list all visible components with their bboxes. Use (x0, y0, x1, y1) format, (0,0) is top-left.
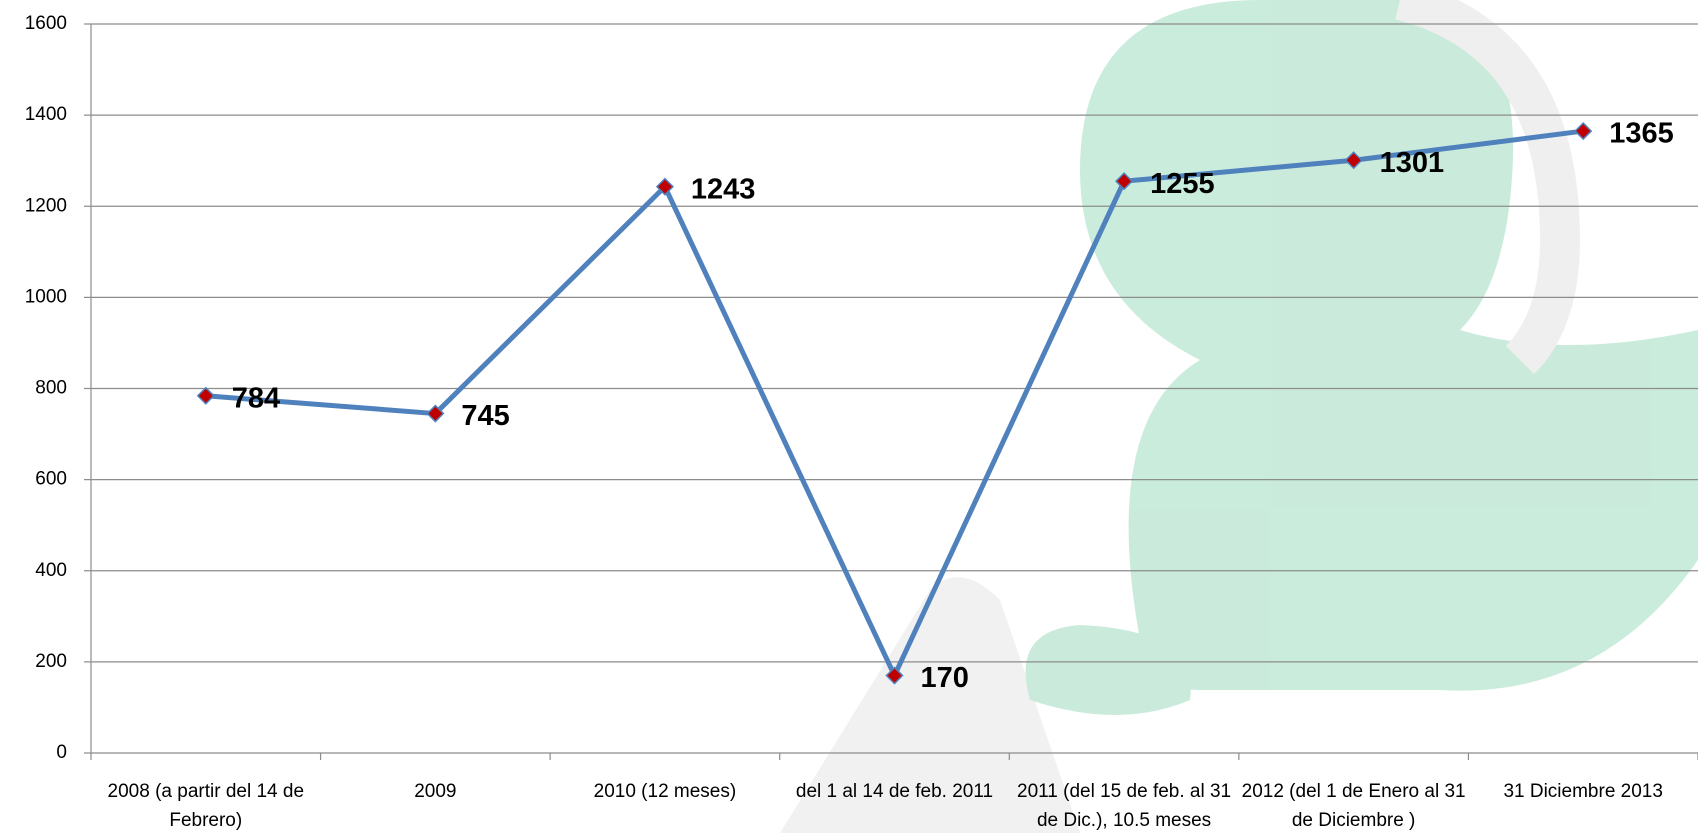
data-label: 170 (921, 662, 969, 694)
data-label: 1243 (691, 173, 756, 205)
y-tick-label: 1400 (25, 104, 67, 125)
x-tick-label: 2011 (del 15 de feb. al 31 de Dic.), 10.… (1017, 781, 1232, 831)
data-label: 745 (461, 400, 509, 432)
y-tick-label: 1200 (25, 195, 67, 216)
y-tick-label: 1000 (25, 286, 67, 307)
y-tick-label: 400 (35, 560, 67, 581)
data-label: 784 (232, 382, 280, 414)
y-tick-label: 800 (35, 378, 67, 399)
x-tick-label: 2012 (del 1 de Enero al 31 de Diciembre … (1241, 781, 1466, 831)
data-label: 1301 (1380, 147, 1445, 179)
x-tick-label: del 1 al 14 de feb. 2011 (795, 781, 994, 802)
data-marker (1574, 122, 1593, 141)
x-tick-label: 31 Diciembre 2013 (1503, 781, 1663, 802)
y-tick-label: 0 (56, 742, 67, 763)
data-marker (655, 177, 674, 196)
watermark-figure (1080, 0, 1698, 691)
watermark-arc (1394, 0, 1581, 375)
data-marker (885, 666, 904, 685)
background-watermark (780, 0, 1698, 833)
y-tick-label: 600 (35, 469, 67, 490)
x-tick-label: 2008 (a partir del 14 de Febrero) (107, 781, 305, 831)
data-marker (426, 404, 445, 423)
data-label: 1365 (1609, 118, 1674, 150)
y-tick-label: 1600 (25, 13, 67, 34)
x-tick-label: 2009 (414, 781, 457, 802)
data-marker (196, 386, 215, 405)
data-label: 1255 (1150, 168, 1215, 200)
watermark-hand (1025, 625, 1191, 715)
y-tick-label: 200 (35, 651, 67, 672)
data-marker (1344, 151, 1363, 170)
x-tick-label: 2010 (12 meses) (593, 781, 737, 802)
data-marker (1115, 172, 1134, 191)
watermark-shape (780, 577, 1080, 833)
